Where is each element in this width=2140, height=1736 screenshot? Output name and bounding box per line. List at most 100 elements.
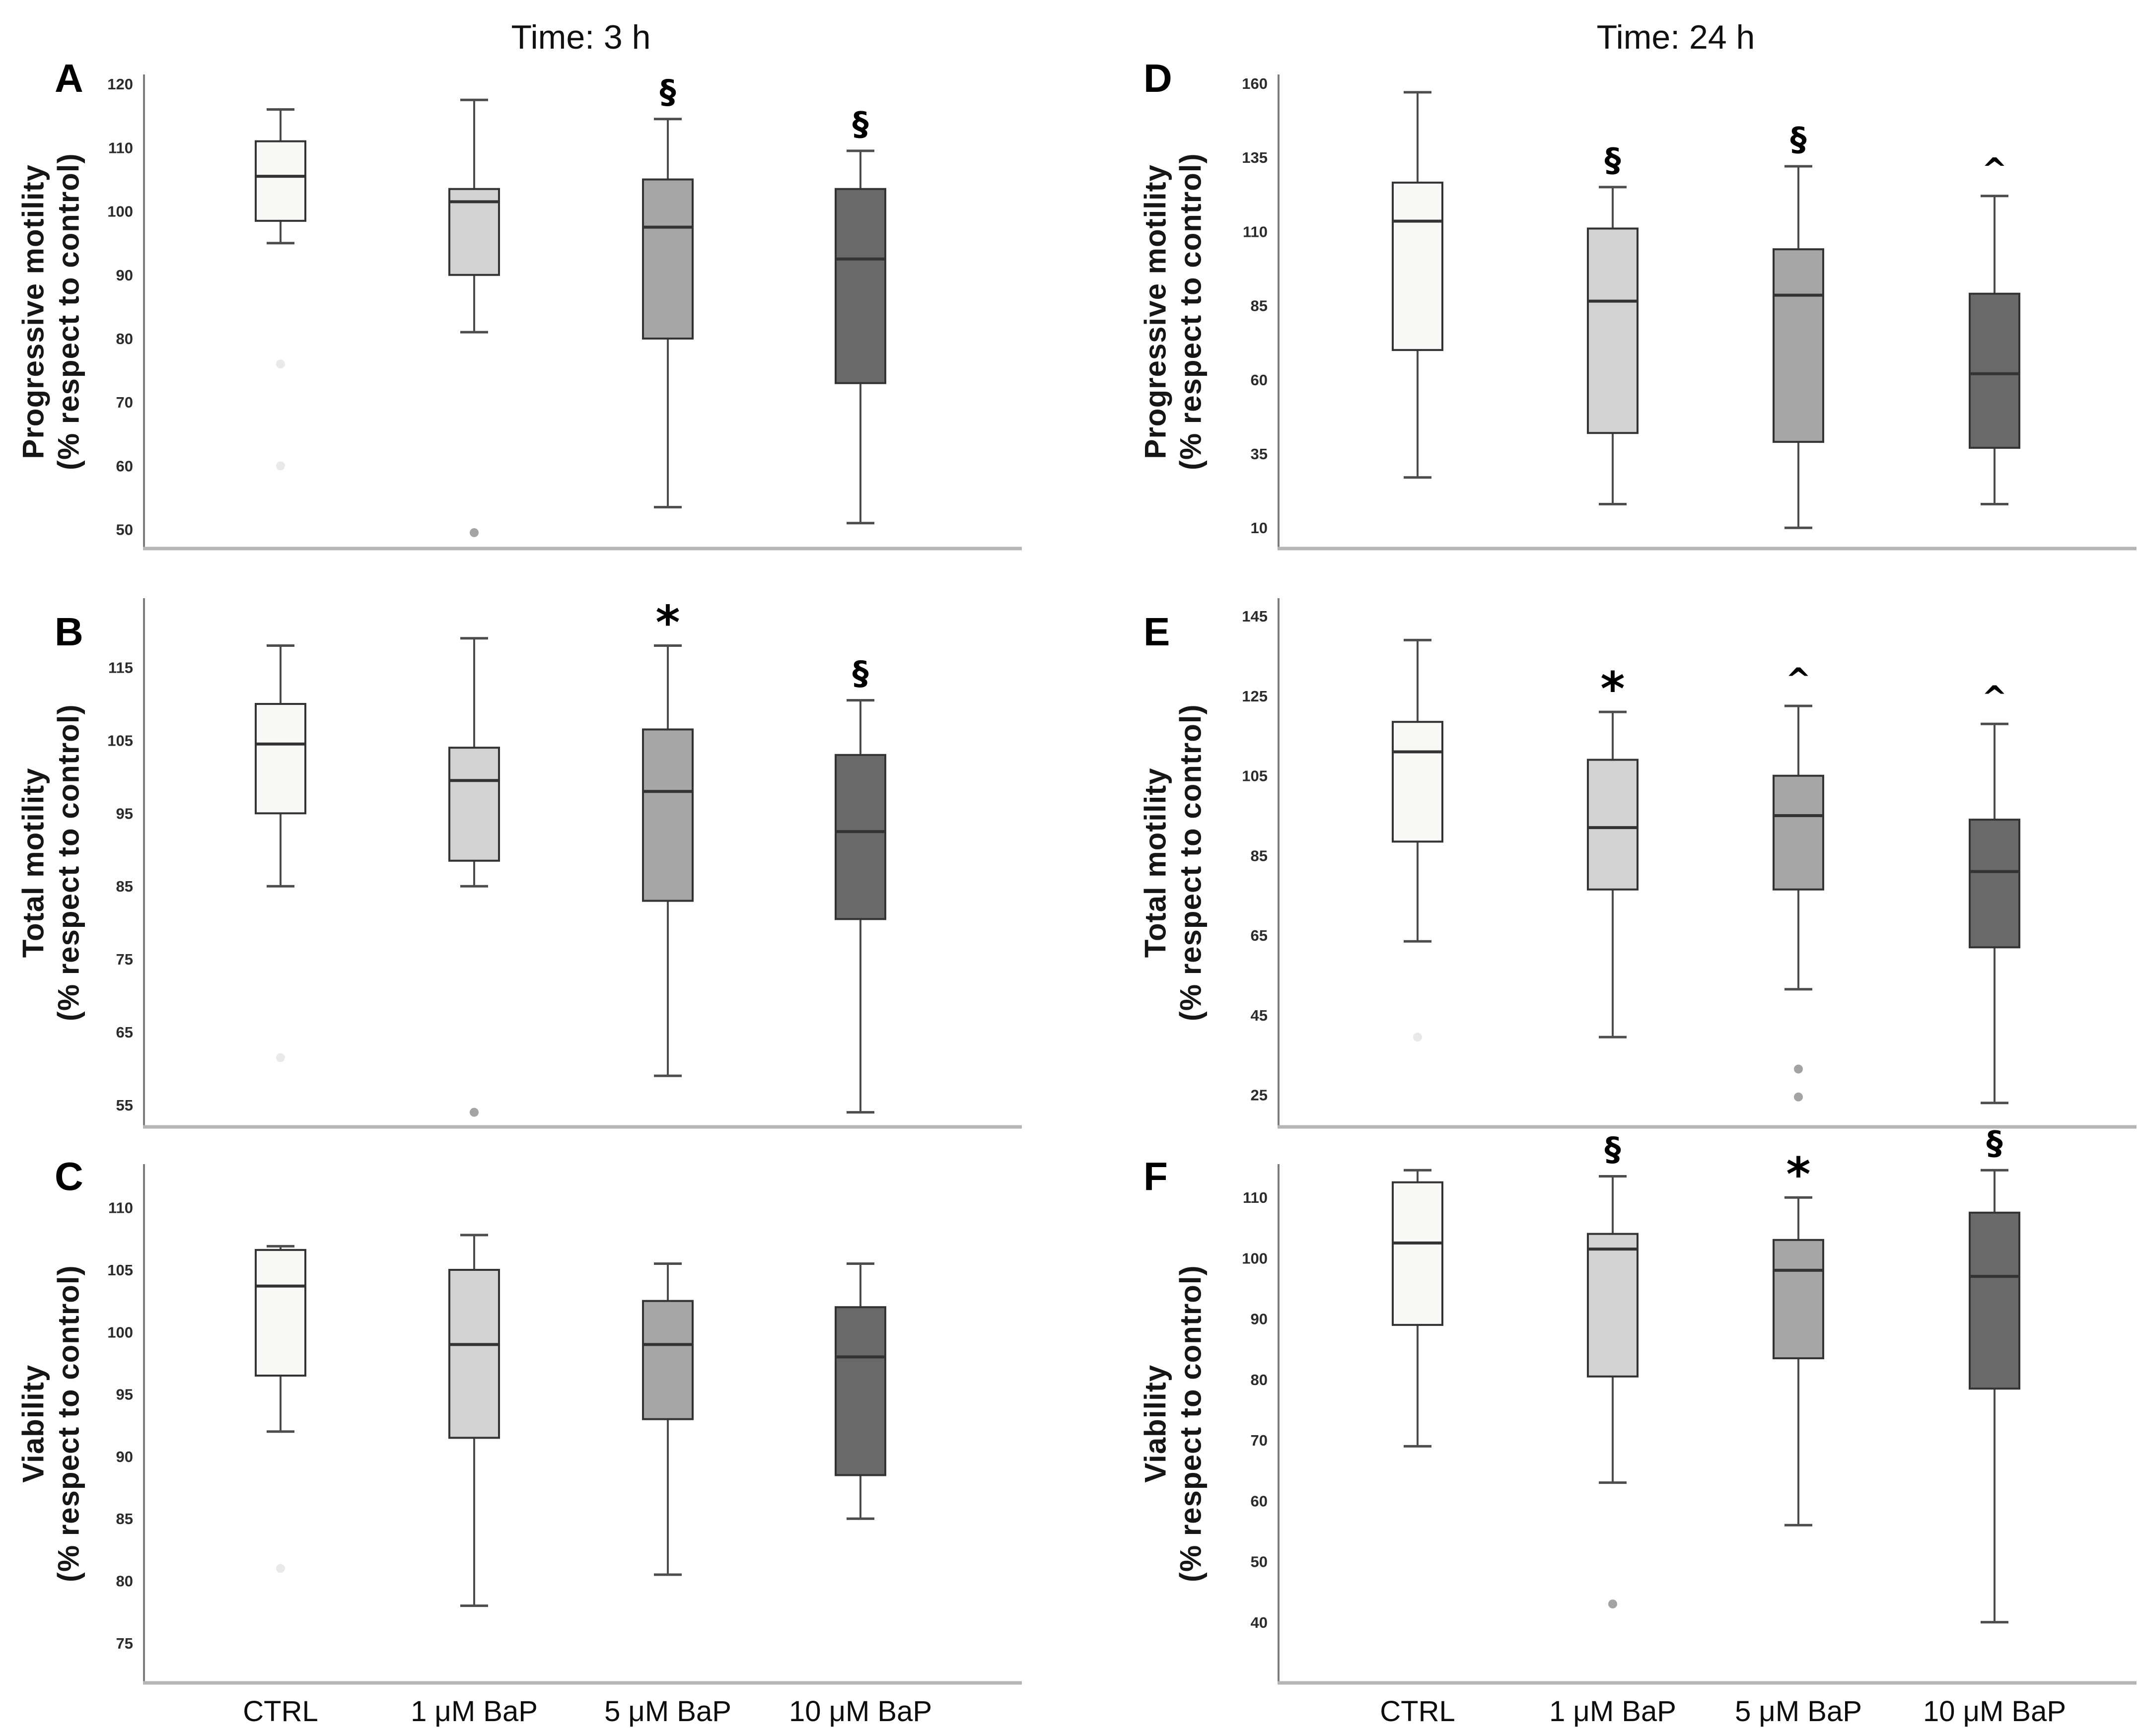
y-tick-label: 25 <box>1251 1087 1268 1104</box>
box-CTRL <box>1392 638 1443 1042</box>
x-category-label: CTRL <box>243 1695 318 1728</box>
y-tick-label: 60 <box>1251 1492 1268 1510</box>
y-tick-label: 95 <box>116 805 133 822</box>
iqr-box <box>835 1306 886 1476</box>
box-1 μM BaP: * <box>1587 662 1639 1039</box>
iqr-box <box>1773 774 1824 891</box>
y-tick-label: 80 <box>116 330 133 347</box>
iqr-box <box>1587 759 1639 891</box>
y-tick-label: 50 <box>116 521 133 539</box>
y-tick-label: 125 <box>1242 688 1268 705</box>
x-category-label: 10 μM BaP <box>789 1695 932 1728</box>
iqr-box <box>448 1269 500 1439</box>
y-tick-label: 110 <box>108 1199 133 1217</box>
box-5 μM BaP: * <box>642 596 694 1077</box>
boxplot-canvas-F: 40 50 60 70 80 90 100 110 CTRL § 1 μM BaP * 5 μM BaP… <box>1242 1124 2137 1728</box>
significance-annotation: § <box>1790 120 1807 158</box>
y-tick-label: 95 <box>116 1386 133 1403</box>
y-tick-label: 70 <box>116 394 133 411</box>
significance-annotation: * <box>655 596 680 650</box>
significance-annotation: § <box>1987 1124 2003 1162</box>
y-tick-label: 90 <box>1251 1311 1268 1328</box>
y-tick-label: 85 <box>116 1510 133 1528</box>
significance-annotation: ^ <box>1982 679 2007 715</box>
iqr-box <box>1773 1239 1824 1360</box>
boxplot-canvas-A: 50 60 70 80 90 100 110 120 § § <box>107 73 1022 551</box>
outlier-dot <box>470 1108 479 1117</box>
panel-letter-C: C <box>55 1154 83 1198</box>
box-CTRL <box>255 1245 306 1573</box>
boxplot-canvas-D: 10 35 60 85 110 135 160 § § ^ <box>1242 74 2137 551</box>
box-10 μM BaP <box>835 1262 886 1520</box>
y-tick-label: 120 <box>107 75 133 93</box>
boxplot-canvas-E: 25 45 65 85 105 125 145 * ^ ^ <box>1242 598 2137 1129</box>
iqr-box <box>642 728 694 902</box>
iqr-box <box>1969 1211 2020 1390</box>
y-tick-label: 85 <box>1251 297 1268 315</box>
iqr-box <box>1392 181 1443 351</box>
box-10 μM BaP: § <box>835 105 886 525</box>
iqr-box <box>448 747 500 862</box>
y-tick-label: 105 <box>107 732 133 749</box>
y-tick-label: 85 <box>116 878 133 895</box>
iqr-box <box>835 754 886 920</box>
iqr-box <box>1969 819 2020 949</box>
boxplot-canvas-C: 75 80 85 90 95 100 105 110 CTRL 1 μM BaP 5 μM BaP 1… <box>107 1164 1022 1728</box>
iqr-box <box>1969 292 2020 449</box>
iqr-box <box>448 188 500 276</box>
y-tick-label: 105 <box>1242 767 1268 785</box>
outlier-dot <box>1608 1599 1617 1609</box>
y-tick-label: 90 <box>116 267 133 284</box>
outlier-dot <box>1794 1092 1803 1102</box>
significance-annotation: § <box>853 105 869 143</box>
outlier-dot <box>276 1053 285 1062</box>
box-10 μM BaP: § <box>1969 1124 2020 1624</box>
x-category-label: 1 μM BaP <box>1549 1695 1676 1728</box>
iqr-box <box>642 178 694 340</box>
box-1 μM BaP: § <box>1587 141 1639 505</box>
y-tick-label: 80 <box>116 1573 133 1590</box>
outlier-dot <box>276 461 285 471</box>
panel-letter-A: A <box>55 56 83 100</box>
panel-A: A Progressive motility (% respect to con… <box>0 0 1070 578</box>
box-5 μM BaP <box>642 1262 694 1576</box>
box-CTRL <box>255 644 306 1062</box>
iqr-box <box>1587 1233 1639 1378</box>
outlier-dot <box>276 1564 285 1573</box>
box-CTRL <box>1392 1169 1443 1448</box>
y-tick-label: 110 <box>108 139 133 156</box>
significance-annotation: ^ <box>1982 151 2007 188</box>
panel-letter-F: F <box>1143 1154 1168 1198</box>
y-tick-label: 75 <box>116 951 133 968</box>
significance-annotation: § <box>853 654 869 693</box>
iqr-box <box>1773 248 1824 443</box>
y-tick-label: 85 <box>1251 847 1268 864</box>
y-tick-label: 10 <box>1251 519 1268 537</box>
y-tick-label: 45 <box>1251 1007 1268 1024</box>
panel-letter-E: E <box>1143 610 1170 654</box>
iqr-box <box>1392 721 1443 843</box>
y-tick-label: 90 <box>116 1448 133 1465</box>
box-1 μM BaP: § <box>1587 1130 1639 1609</box>
box-CTRL <box>1392 91 1443 479</box>
iqr-box <box>1587 227 1639 434</box>
panel-E: E Total motility (% respect to control) … <box>1070 578 2140 1157</box>
iqr-box <box>642 1300 694 1420</box>
box-10 μM BaP: § <box>835 654 886 1114</box>
iqr-box <box>255 1249 306 1377</box>
significance-annotation: * <box>1786 1148 1810 1202</box>
y-tick-label: 50 <box>1251 1553 1268 1571</box>
panel-letter-D: D <box>1143 56 1172 100</box>
y-tick-label: 105 <box>107 1261 133 1279</box>
y-tick-label: 100 <box>107 1323 133 1341</box>
outlier-dot <box>1413 1033 1422 1042</box>
x-category-label: 5 μM BaP <box>604 1695 731 1728</box>
y-tick-label: 40 <box>1251 1614 1268 1631</box>
box-1 μM BaP <box>448 637 500 1117</box>
y-tick-label: 60 <box>1251 371 1268 389</box>
outlier-dot <box>276 359 285 369</box>
y-tick-label: 75 <box>116 1635 133 1652</box>
column-title-24h: Time: 24 h <box>1596 18 1755 56</box>
significance-annotation: § <box>660 73 676 111</box>
y-tick-label: 115 <box>108 659 133 677</box>
